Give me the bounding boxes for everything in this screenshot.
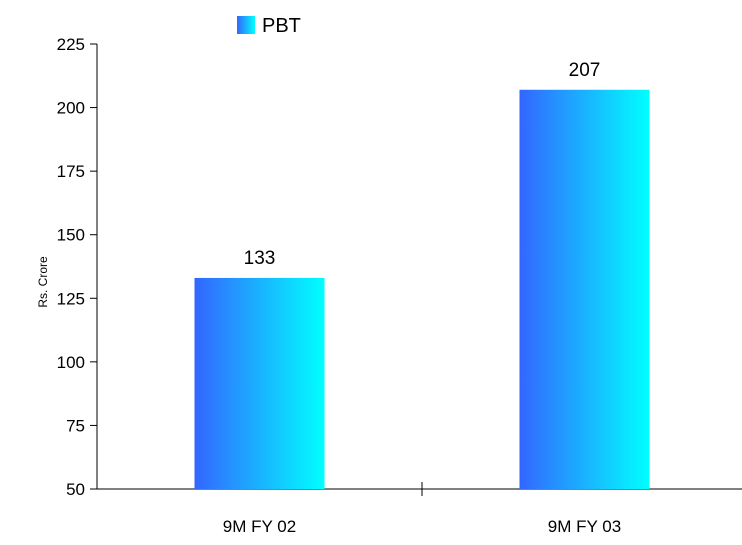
y-tick-label: 125: [57, 289, 85, 308]
data-labels: 133 207: [244, 60, 601, 269]
bar-1: [194, 277, 325, 489]
y-tick-label: 150: [57, 226, 85, 245]
y-axis-ticks: 50 75 100 125 150 175 200 225: [57, 35, 97, 499]
y-tick-label: 225: [57, 35, 85, 54]
y-tick-label: 200: [57, 99, 85, 118]
data-label-2: 207: [569, 60, 601, 81]
category-label-2: 9M FY 03: [548, 517, 621, 536]
legend: PBT: [237, 15, 301, 37]
y-tick-label: 75: [66, 416, 85, 435]
legend-label-pbt: PBT: [262, 15, 301, 37]
bar-2: [519, 89, 650, 490]
category-label-1: 9M FY 02: [223, 517, 296, 536]
y-tick-label: 50: [66, 480, 85, 499]
y-tick-label: 175: [57, 162, 85, 181]
category-labels: 9M FY 02 9M FY 03: [223, 517, 621, 536]
data-label-1: 133: [244, 248, 276, 269]
y-axis-title: Rs. Crore: [36, 256, 50, 308]
legend-swatch: [237, 16, 255, 34]
y-tick-label: 100: [57, 353, 85, 372]
bar-series-pbt: [194, 89, 650, 490]
